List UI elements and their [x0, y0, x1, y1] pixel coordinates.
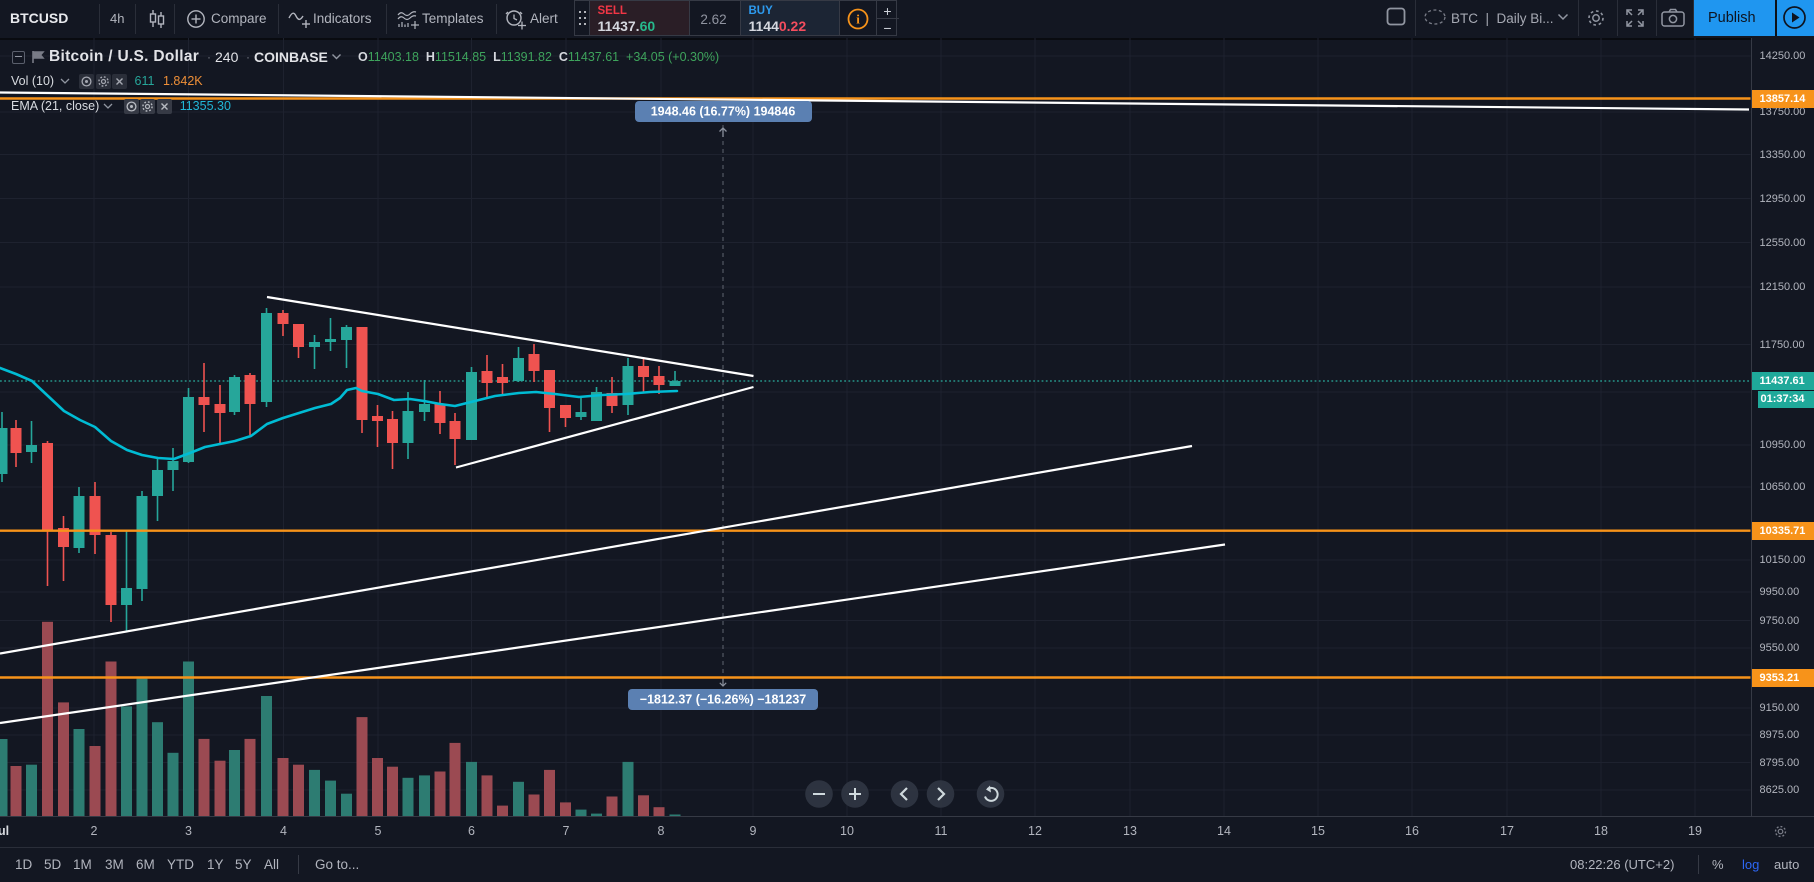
svg-text:i: i: [856, 12, 860, 27]
svg-text:1948.46 (16.77%) 194846: 1948.46 (16.77%) 194846: [651, 105, 796, 119]
svg-text:−1812.37 (−16.26%) −181237: −1812.37 (−16.26%) −181237: [640, 693, 807, 707]
